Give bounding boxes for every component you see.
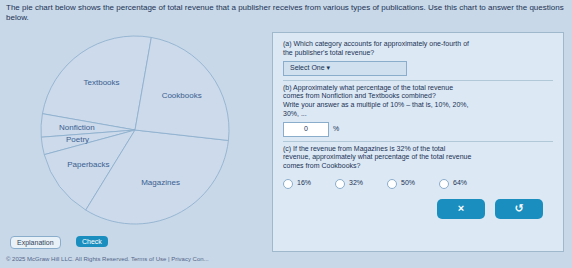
radio-option[interactable]: 16% bbox=[283, 179, 311, 189]
pie-chart: Textbooks Nonfiction Poetry Paperbacks Magaz… bbox=[10, 32, 260, 228]
slice-label: Poetry bbox=[66, 135, 89, 144]
pie-slice bbox=[135, 37, 229, 140]
slice-label: Paperbacks bbox=[67, 160, 109, 169]
button-row: ×↺ bbox=[283, 199, 543, 219]
explanation-button[interactable]: Explanation bbox=[10, 236, 61, 249]
question-c: (c) If the revenue from Magazines is 32%… bbox=[283, 145, 553, 171]
answer-input[interactable]: 0 bbox=[283, 122, 329, 137]
percent-sign: % bbox=[333, 125, 339, 132]
slice-label: Textbooks bbox=[84, 78, 120, 87]
input-row: 0% bbox=[283, 122, 553, 137]
clear-button[interactable]: × bbox=[437, 199, 485, 219]
select-row: Select One ▾ bbox=[283, 57, 553, 76]
pie-slice bbox=[86, 130, 229, 224]
slice-label: Cookbooks bbox=[162, 91, 202, 100]
divider bbox=[283, 141, 553, 142]
radio-group: 16% 32% 50% 64% bbox=[283, 179, 553, 189]
footer: © 2025 McGraw Hill LLC. All Rights Reser… bbox=[6, 256, 209, 262]
radio-option[interactable]: 50% bbox=[387, 179, 415, 189]
radio-label: 32% bbox=[349, 179, 363, 188]
radio-circle[interactable] bbox=[283, 179, 293, 189]
divider bbox=[283, 80, 553, 81]
slice-label: Nonfiction bbox=[59, 123, 95, 132]
check-button[interactable]: Check bbox=[76, 236, 108, 247]
title: The pie chart below shows the percentage… bbox=[6, 3, 566, 23]
question-panel: (a) Which category accounts for approxim… bbox=[272, 32, 564, 252]
radio-circle[interactable] bbox=[439, 179, 449, 189]
question-b: (b) Approximately what percentage of the… bbox=[283, 84, 553, 118]
radio-label: 64% bbox=[453, 179, 467, 188]
reset-button[interactable]: ↺ bbox=[495, 199, 543, 219]
question-a: (a) Which category accounts for approxim… bbox=[283, 40, 553, 57]
pie-slice bbox=[42, 36, 151, 130]
radio-option[interactable]: 64% bbox=[439, 179, 467, 189]
select-box[interactable]: Select One ▾ bbox=[283, 61, 407, 76]
radio-circle[interactable] bbox=[335, 179, 345, 189]
radio-circle[interactable] bbox=[387, 179, 397, 189]
radio-label: 16% bbox=[297, 179, 311, 188]
slice-label: Magazines bbox=[141, 178, 180, 187]
radio-label: 50% bbox=[401, 179, 415, 188]
radio-option[interactable]: 32% bbox=[335, 179, 363, 189]
